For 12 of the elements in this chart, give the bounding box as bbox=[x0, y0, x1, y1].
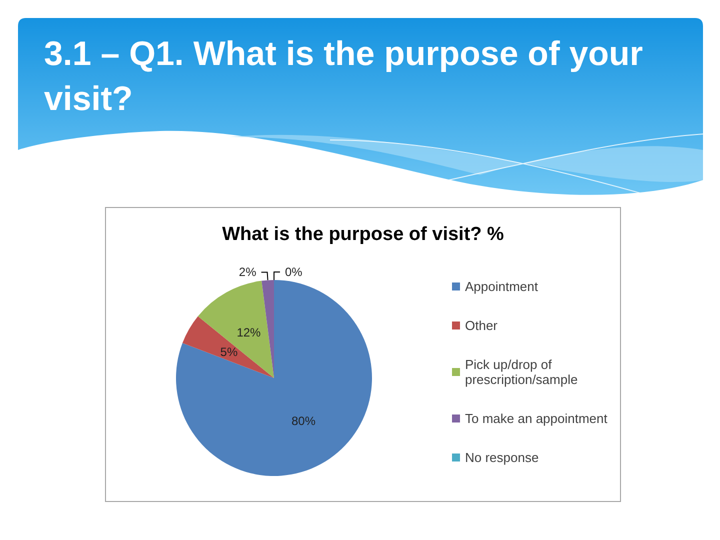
data-label: 12% bbox=[236, 326, 262, 340]
legend-label: To make an appointment bbox=[465, 411, 608, 426]
data-label: 80% bbox=[291, 414, 316, 428]
legend-label: Pick up/drop of prescription/sample bbox=[465, 357, 578, 387]
legend-label: Appointment bbox=[465, 279, 538, 294]
chart-subtitle: What is the purpose of visit? % bbox=[222, 224, 504, 245]
legend-label: No response bbox=[465, 450, 539, 465]
text: 0% bbox=[285, 265, 302, 279]
chart-title: 3.1 – Q1. What is the purpose of your visit? bbox=[44, 34, 644, 120]
legend-label: Other bbox=[465, 318, 498, 333]
data-label: 2% bbox=[238, 265, 257, 280]
data-label: 5% bbox=[220, 345, 238, 359]
